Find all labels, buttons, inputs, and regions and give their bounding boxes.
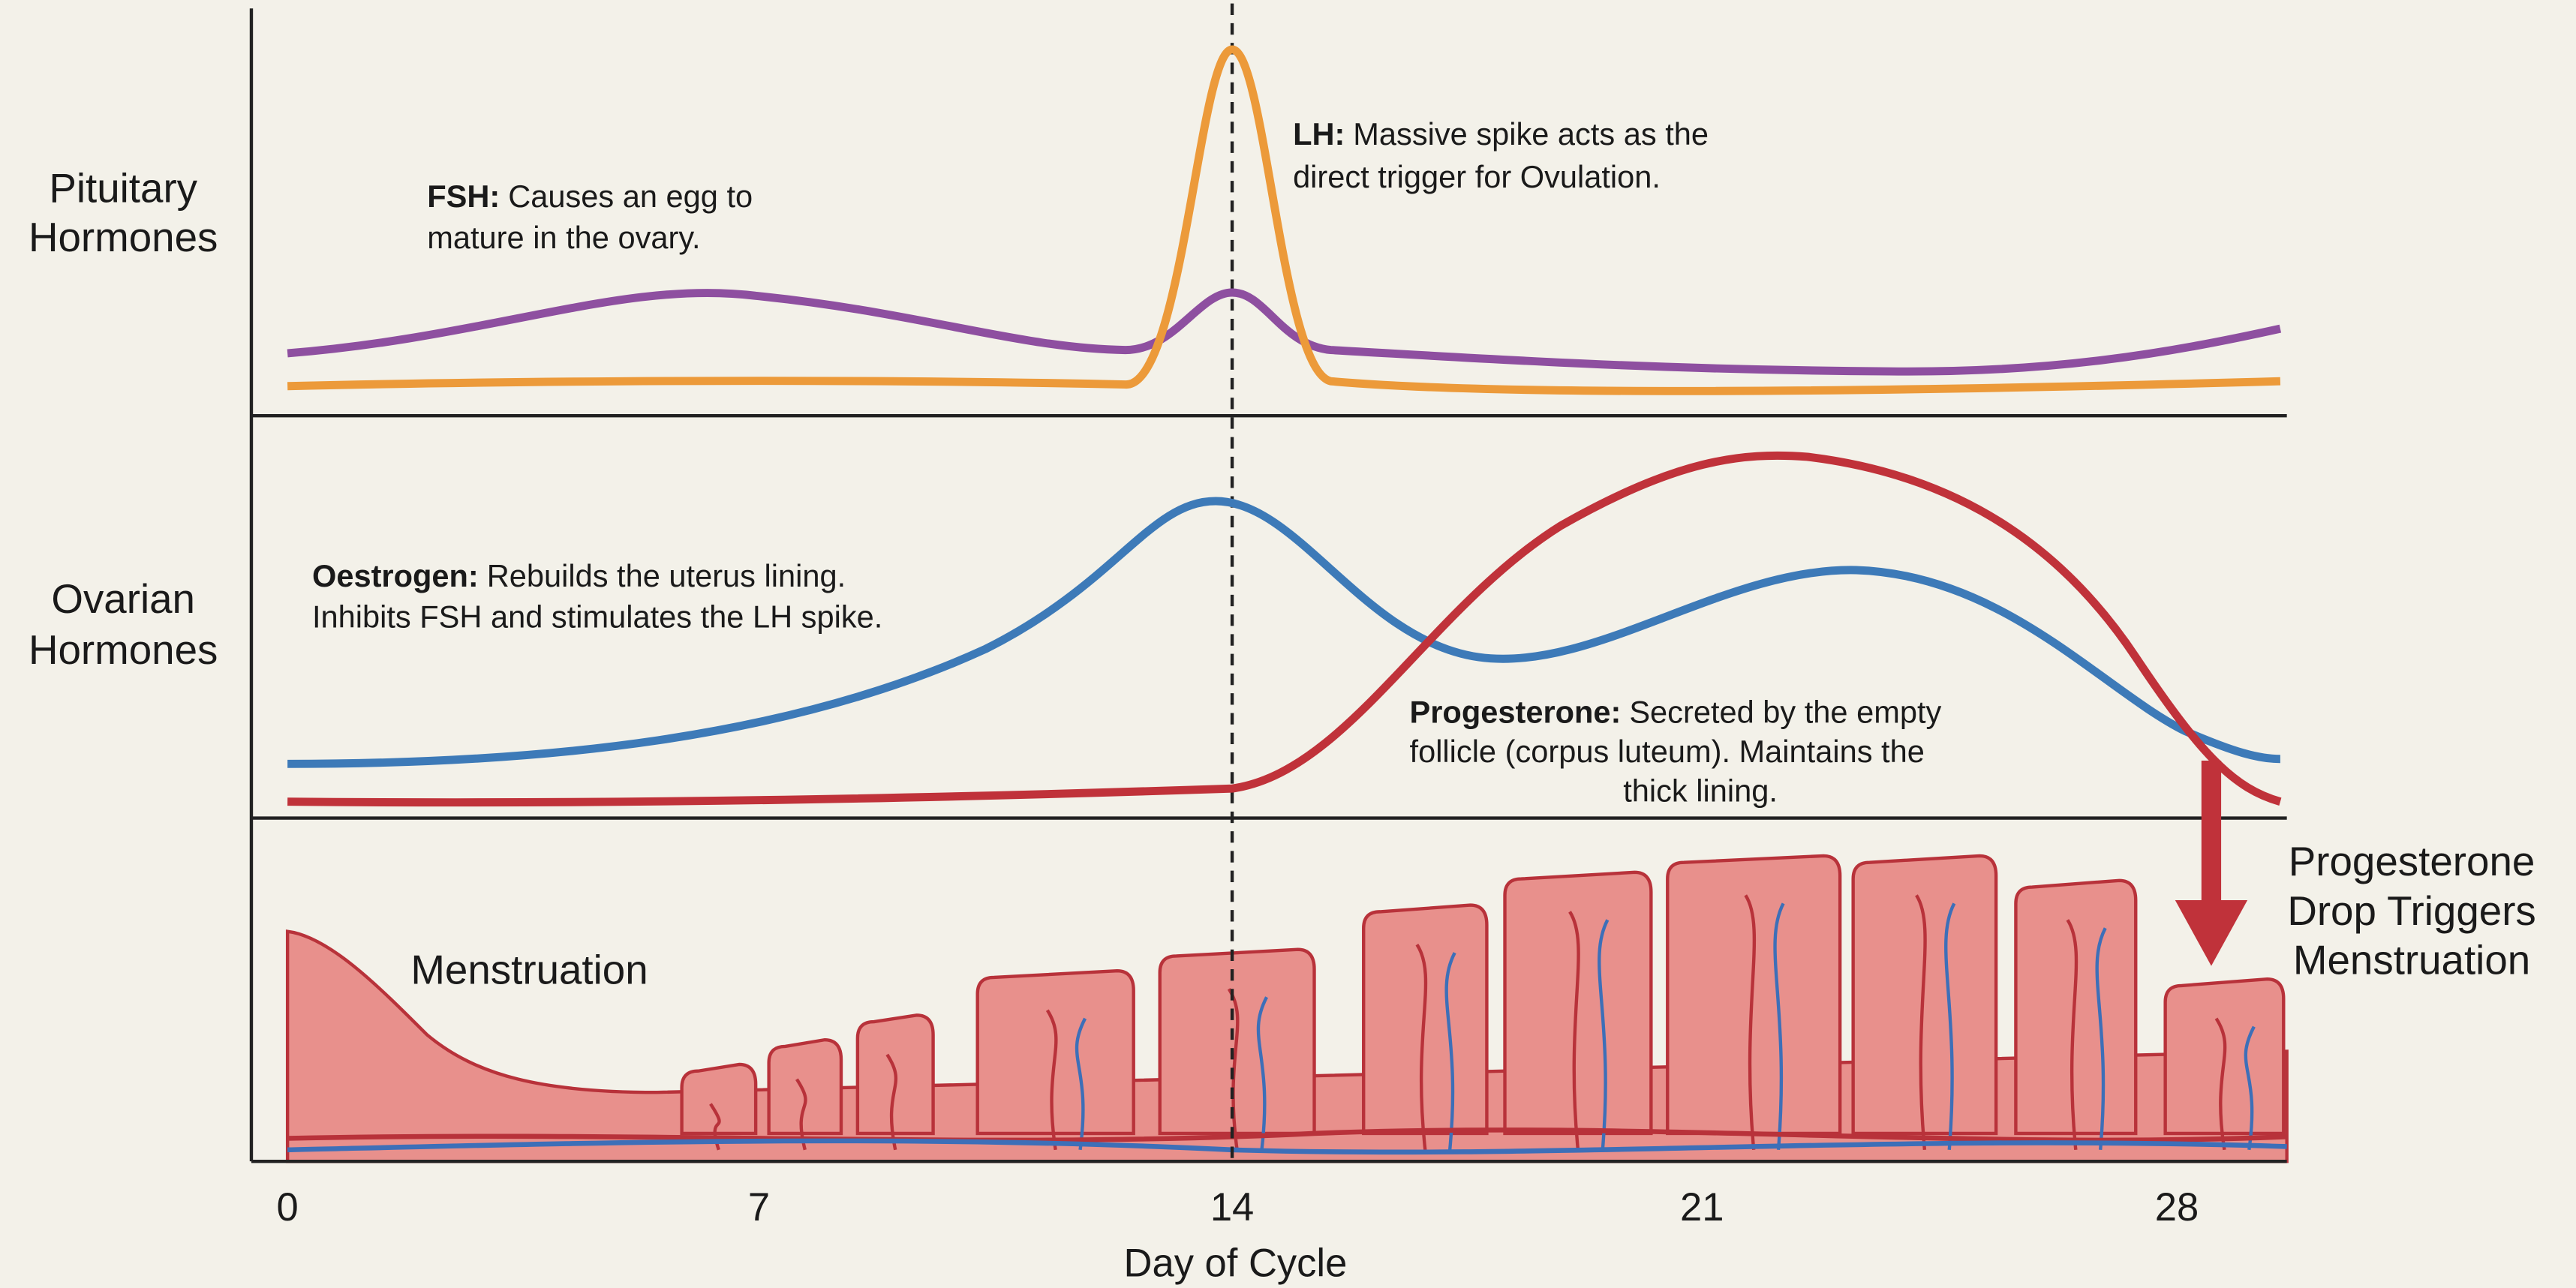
lining-fold: [1853, 856, 1996, 1133]
x-axis-label: Day of Cycle: [1124, 1241, 1348, 1285]
x-tick-label: 21: [1680, 1185, 1724, 1229]
lining-fold: [1667, 856, 1840, 1133]
drop-label: Drop Triggers: [2287, 887, 2535, 934]
row-label: Hormones: [29, 626, 218, 673]
diagram: Pituitary Hormones Ovarian Hormones FSH:…: [0, 0, 2576, 1288]
menstruation-label: Menstruation: [410, 947, 648, 993]
annotation-text: mature in the ovary.: [427, 220, 700, 255]
lining-fold: [769, 1040, 841, 1133]
x-tick-label: 14: [1210, 1185, 1254, 1229]
annotation-text: Rebuilds the uterus lining.: [487, 558, 846, 593]
annotation-label: Progesterone:: [1410, 695, 1622, 730]
annotation-label: LH:: [1293, 116, 1345, 152]
x-tick-label: 28: [2155, 1185, 2199, 1229]
annotation-label: FSH:: [427, 179, 500, 214]
annotation: LH:Massive spike acts as the: [1293, 116, 1709, 152]
x-tick-label: 0: [277, 1185, 299, 1229]
annotation-text: direct trigger for Ovulation.: [1293, 159, 1661, 194]
page: Pituitary Hormones Ovarian Hormones FSH:…: [0, 0, 2576, 1288]
annotation: FSH:Causes an egg to: [427, 179, 753, 214]
annotation: Oestrogen:Rebuilds the uterus lining.: [312, 558, 846, 593]
annotation-text: Massive spike acts as the: [1353, 116, 1709, 152]
annotation-text: follicle (corpus luteum). Maintains the: [1410, 734, 1925, 769]
drop-label: Menstruation: [2293, 937, 2530, 983]
annotation-text: Secreted by the empty: [1629, 695, 1941, 730]
arrow-shaft: [2202, 761, 2221, 908]
annotation-text: Inhibits FSH and stimulates the LH spike…: [312, 599, 882, 635]
x-tick-label: 7: [748, 1185, 770, 1229]
annotation-label: Oestrogen:: [312, 558, 479, 593]
row-label: Pituitary: [49, 165, 197, 212]
row-label: Hormones: [29, 214, 218, 260]
annotation: Progesterone:Secreted by the empty: [1410, 695, 1942, 730]
annotation-text: Causes an egg to: [508, 179, 753, 214]
drop-label: Progesterone: [2289, 838, 2535, 884]
annotation-text: thick lining.: [1623, 773, 1778, 809]
row-label: Ovarian: [51, 575, 195, 622]
